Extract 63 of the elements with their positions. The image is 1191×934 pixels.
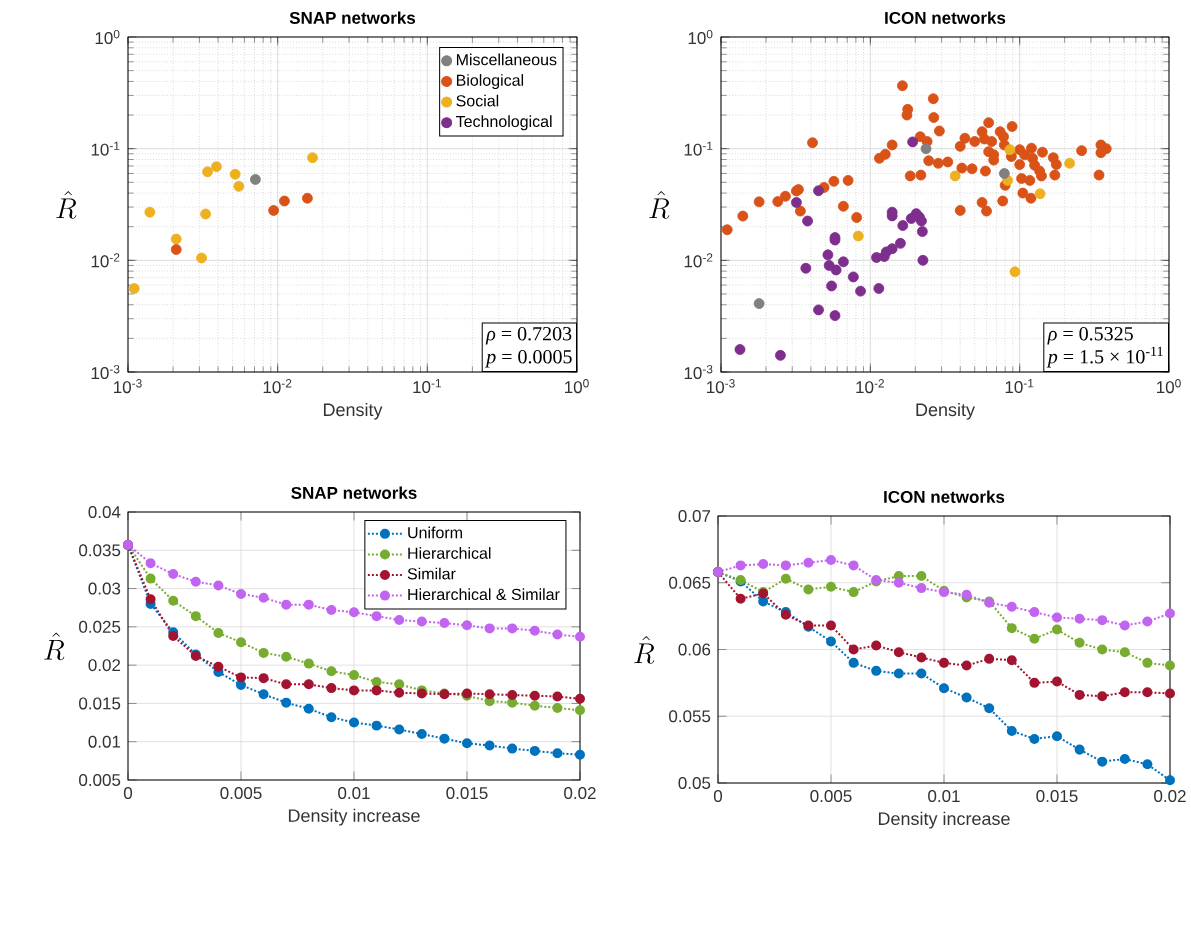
x-tick-label: 0 — [713, 790, 723, 803]
x-tick-label: 0.005 — [220, 787, 262, 800]
x-tick-label: 10$^{-2}$ — [856, 379, 884, 394]
x-tick-label: 0.02 — [1154, 790, 1186, 803]
x-tick-label: 0.02 — [564, 787, 596, 800]
y-tick-label: 0.03 — [88, 582, 121, 595]
y-axis-title: $\hat{R}$ — [56, 190, 77, 219]
y-tick-label: 0.02 — [88, 659, 121, 672]
y-tick-label: 0.015 — [79, 697, 121, 710]
x-tick-label: 10$^{-3}$ — [114, 379, 142, 394]
x-tick-label: 10$^{-1}$ — [413, 379, 441, 394]
y-tick-label: 10$^{-3}$ — [684, 364, 713, 380]
legend-label: Hierarchical — [408, 547, 491, 559]
y-tick-label: 10$^{-3}$ — [91, 364, 120, 380]
x-tick-label: 10$^{0}$ — [565, 379, 589, 394]
annotation: ρ = 0.7203 — [485, 326, 572, 345]
y-tick-label: 10$^{-1}$ — [91, 141, 120, 156]
chart-title: SNAP networks — [291, 486, 417, 499]
x-tick-label: 0.015 — [1036, 790, 1078, 803]
x-tick-label: 0.01 — [338, 787, 370, 800]
y-tick-label: 0.06 — [678, 643, 711, 656]
y-tick-label: 0.065 — [669, 576, 711, 589]
y-tick-label: 10$^{0}$ — [95, 29, 120, 45]
chart-title: ICON networks — [885, 11, 1006, 24]
chart-title: SNAP networks — [289, 11, 416, 24]
x-axis-title: Density — [323, 402, 383, 420]
legend-label: Social — [456, 94, 499, 107]
y-axis-title: $\hat{R}$ — [634, 635, 655, 664]
y-axis-title: $\hat{R}$ — [649, 190, 670, 219]
y-tick-label: 0.055 — [669, 710, 711, 723]
y-tick-label: 0.035 — [79, 544, 121, 557]
legend-label: Uniform — [408, 526, 462, 539]
y-tick-label: 0.01 — [88, 735, 121, 748]
x-axis-title: Density increase — [878, 811, 1010, 829]
legend-label: Miscellaneous — [456, 53, 557, 66]
legend-label: Biological — [456, 74, 524, 90]
chart-title: ICON networks — [884, 490, 1005, 503]
x-tick-label: 0.015 — [446, 787, 488, 800]
y-tick-label: 10$^{-1}$ — [684, 141, 713, 156]
x-axis-title: Density increase — [288, 808, 420, 826]
legend-label: Similar — [407, 567, 456, 580]
y-axis-title: $\hat{R}$ — [44, 632, 65, 661]
annotation: p = 1.5 × 10$^{-11}$ — [1046, 346, 1163, 368]
annotation: ρ = 0.5325 — [1047, 326, 1133, 345]
x-tick-label: 10$^{-1}$ — [1005, 379, 1034, 394]
x-tick-label: 10$^{0}$ — [1157, 379, 1181, 394]
y-tick-label: 0.04 — [88, 506, 121, 519]
y-tick-label: 0.05 — [678, 776, 711, 790]
y-tick-label: 0.025 — [79, 620, 121, 633]
x-tick-label: 0 — [123, 787, 133, 800]
x-tick-label: 0.01 — [928, 790, 960, 803]
y-tick-label: 10$^{-2}$ — [91, 253, 120, 268]
x-tick-label: 10$^{-2}$ — [263, 379, 292, 394]
y-tick-label: 0.005 — [79, 773, 121, 786]
x-tick-label: 10$^{-3}$ — [707, 379, 735, 394]
y-tick-label: 0.07 — [678, 510, 711, 523]
legend-label: Technological — [455, 115, 552, 131]
annotation: p = 0.0005 — [485, 349, 572, 368]
x-tick-label: 0.005 — [810, 790, 852, 803]
x-axis-title: Density — [916, 402, 975, 420]
y-tick-label: 10$^{-2}$ — [684, 253, 713, 268]
y-tick-label: 10$^{0}$ — [688, 29, 713, 45]
legend-label: Hierarchical & Similar — [408, 588, 560, 601]
